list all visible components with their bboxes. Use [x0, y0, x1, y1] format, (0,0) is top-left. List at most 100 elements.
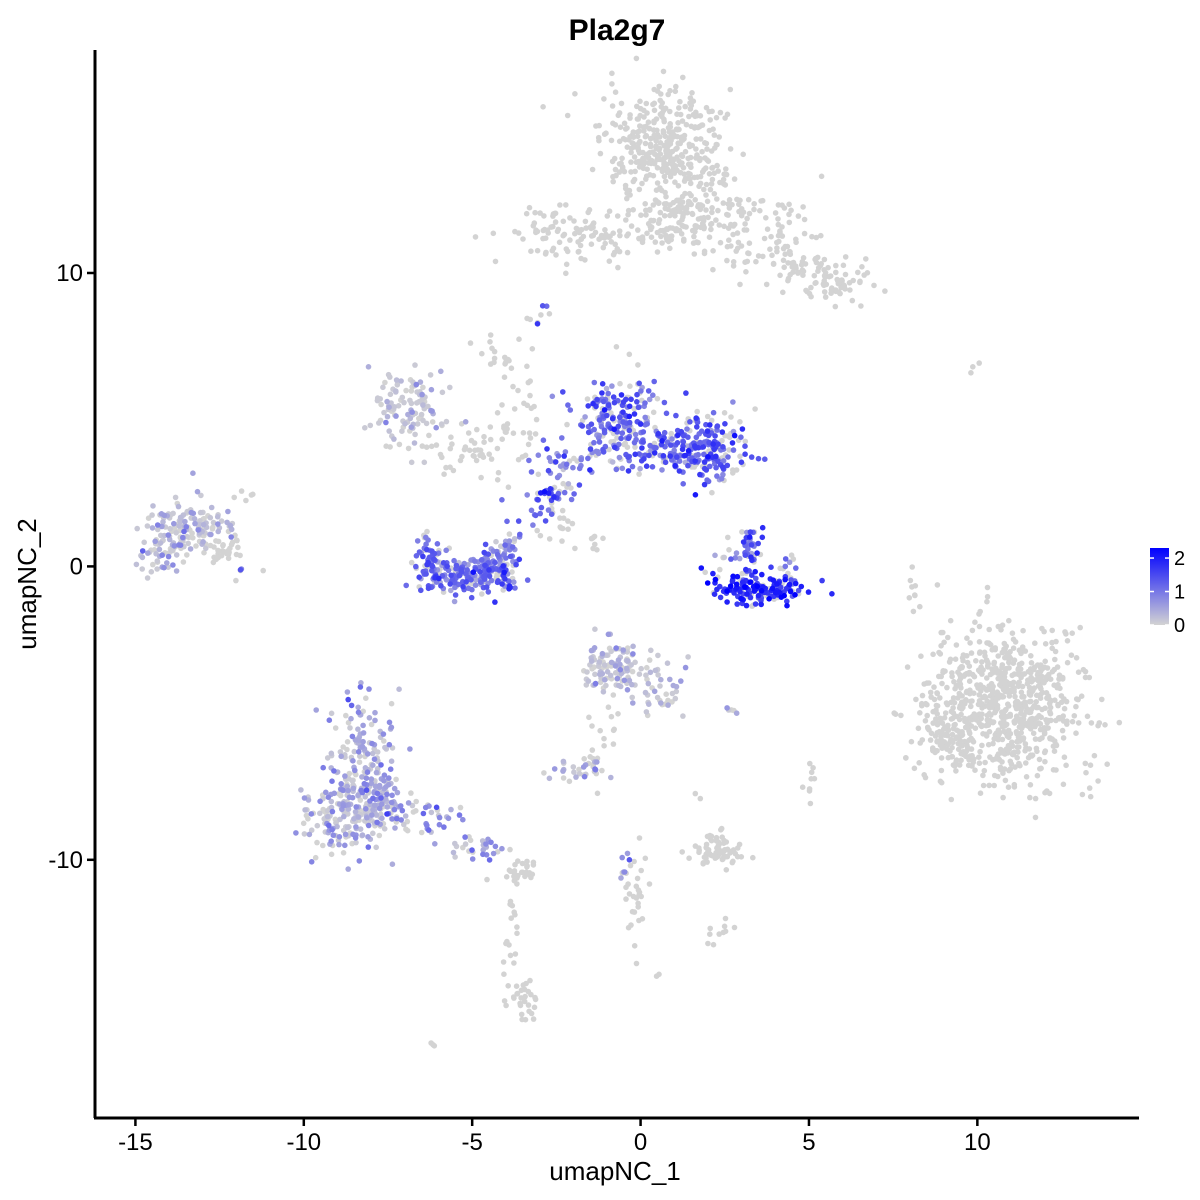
cell-point: [891, 710, 897, 716]
cell-point: [724, 705, 730, 711]
cell-point: [330, 832, 337, 838]
cell-point: [686, 855, 692, 861]
cell-point: [672, 462, 678, 469]
cell-point: [387, 766, 394, 772]
cell-point: [512, 585, 518, 591]
cell-point: [671, 447, 677, 454]
cell-point: [336, 841, 342, 848]
cell-point: [656, 134, 663, 140]
cell-point: [752, 601, 759, 607]
cell-point: [617, 666, 624, 673]
cell-point: [601, 677, 608, 683]
cell-point: [560, 768, 566, 774]
cell-point: [990, 667, 997, 673]
cell-point: [154, 522, 161, 528]
cell-point: [1062, 629, 1068, 635]
cell-point: [769, 252, 775, 259]
cell-point: [503, 555, 509, 561]
cell-point: [636, 380, 642, 387]
cell-point: [308, 811, 315, 817]
cell-point: [624, 850, 631, 857]
cell-point: [540, 104, 546, 110]
cell-point: [546, 536, 553, 542]
cell-point: [751, 588, 758, 594]
cell-point: [703, 207, 709, 213]
cell-point: [189, 530, 195, 536]
cell-point: [994, 670, 1001, 676]
cell-point: [601, 427, 608, 434]
cell-point: [389, 792, 395, 799]
cell-point: [698, 122, 705, 128]
cell-point: [378, 795, 384, 801]
cell-point: [302, 807, 308, 813]
cell-point: [1011, 657, 1018, 663]
cell-point: [980, 782, 987, 789]
cell-point: [533, 416, 540, 423]
cell-point: [667, 245, 673, 252]
cell-point: [511, 536, 518, 542]
cell-point: [705, 454, 711, 460]
cell-point: [428, 386, 435, 393]
cell-point: [662, 105, 669, 112]
cell-point: [1058, 693, 1065, 699]
cell-point: [572, 230, 578, 237]
cell-point: [939, 745, 945, 751]
cell-point: [966, 678, 973, 684]
cell-point: [557, 202, 563, 208]
cell-point: [544, 446, 550, 452]
cell-point: [413, 798, 420, 805]
cell-point: [933, 716, 939, 722]
cell-point: [505, 484, 512, 491]
cell-point: [592, 680, 599, 687]
cell-point: [960, 751, 967, 758]
cell-point: [491, 348, 498, 355]
cell-point: [374, 819, 380, 826]
cell-point: [439, 389, 446, 396]
cell-point: [994, 692, 1000, 698]
cell-point: [339, 787, 346, 793]
cell-point: [707, 186, 714, 193]
cell-point: [705, 940, 711, 947]
cell-point: [906, 595, 913, 601]
cell-point: [407, 746, 413, 752]
cell-point: [306, 831, 313, 838]
cell-point: [662, 133, 669, 140]
cell-point: [499, 497, 505, 503]
cell-point: [976, 719, 982, 726]
cell-point: [1073, 703, 1079, 710]
cell-point: [518, 1011, 525, 1018]
cell-point: [738, 595, 744, 602]
cell-point: [429, 567, 435, 574]
cell-point: [373, 844, 380, 851]
cell-point: [1037, 721, 1044, 727]
cell-point: [588, 241, 595, 247]
cell-point: [1083, 769, 1089, 776]
cell-point: [413, 563, 419, 570]
cell-point: [358, 787, 365, 794]
cell-point: [735, 845, 741, 851]
cell-point: [674, 133, 681, 140]
cell-point: [460, 583, 466, 590]
cell-point: [608, 659, 615, 666]
cell-point: [506, 357, 512, 364]
cell-point: [616, 682, 622, 689]
cell-point: [1002, 707, 1008, 714]
cell-point: [748, 542, 755, 548]
cell-point: [1053, 767, 1059, 773]
y-tick-label: -10: [48, 847, 83, 874]
cell-point: [359, 743, 366, 750]
cell-point: [964, 724, 970, 730]
cell-point: [639, 445, 645, 451]
cell-point: [507, 898, 514, 905]
cell-point: [736, 208, 742, 215]
cell-point: [540, 235, 546, 242]
cell-point: [228, 534, 234, 540]
cell-point: [420, 384, 426, 391]
cell-point: [731, 432, 738, 439]
cell-point: [636, 186, 643, 193]
cell-point: [578, 456, 584, 463]
cell-point: [500, 563, 507, 569]
cell-point: [603, 385, 610, 392]
cell-point: [181, 528, 187, 535]
cell-point: [611, 249, 618, 256]
